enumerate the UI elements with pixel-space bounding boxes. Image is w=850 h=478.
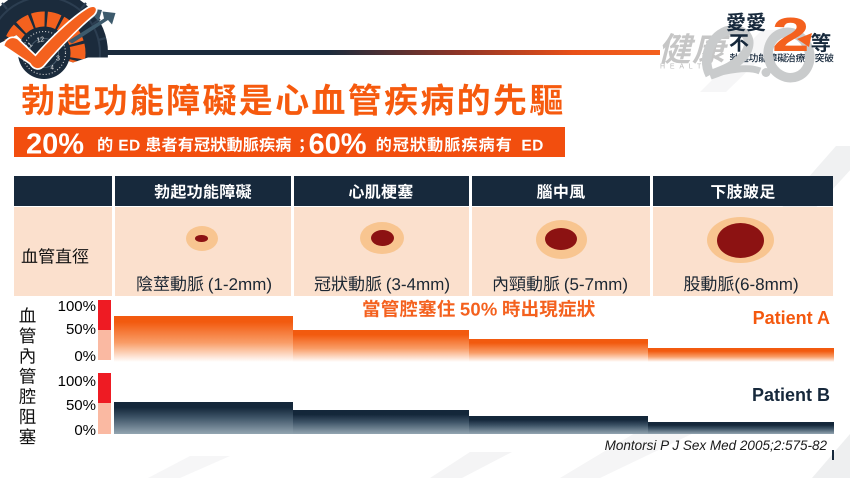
svg-text:3: 3 <box>56 56 60 63</box>
svg-text:4: 4 <box>51 66 55 72</box>
svg-text:12: 12 <box>36 36 45 44</box>
svg-text:11: 11 <box>24 41 34 51</box>
